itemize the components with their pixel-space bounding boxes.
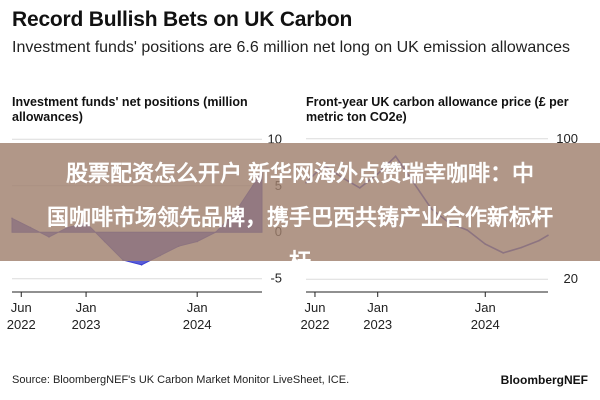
right-x-tick-label: Jan [367, 300, 388, 315]
right-y-tick-label: 20 [564, 271, 578, 286]
banner-line-3: 杆 [288, 249, 311, 274]
left-y-tick-label: 10 [268, 131, 282, 146]
right-chart-title: Front-year UK carbon allowance price (£ … [306, 95, 569, 124]
right-y-tick-label: 100 [556, 131, 578, 146]
banner-line-2: 国咖啡市场领先品牌，携手巴西共铸产业合作新标杆 [46, 205, 553, 230]
left-data-point [140, 264, 143, 266]
right-x-tick-year: 2022 [301, 317, 330, 332]
right-x-tick-year: 2023 [363, 317, 392, 332]
brand-logo: BloombergNEF [500, 373, 588, 387]
left-x-tick-year: 2023 [72, 317, 101, 332]
right-x-tick-label: Jan [475, 300, 496, 315]
left-x-tick-label: Jan [187, 300, 208, 315]
left-x-tick-label: Jan [76, 300, 97, 315]
left-x-tick-year: 2022 [7, 317, 36, 332]
left-y-tick-label: -5 [270, 271, 282, 286]
left-x-tick-label: Jun [11, 300, 32, 315]
source-note: Source: BloombergNEF's UK Carbon Market … [12, 374, 350, 386]
overlay-banner [0, 143, 600, 261]
page-subtitle: Investment funds' positions are 6.6 mill… [12, 39, 571, 56]
right-x-tick-label: Jun [304, 300, 325, 315]
page-title: Record Bullish Bets on UK Carbon [12, 8, 353, 31]
left-chart-title: Investment funds' net positions (million… [12, 95, 248, 124]
banner-line-1: 股票配资怎么开户 新华网海外点赞瑞幸咖啡：中 [65, 161, 535, 186]
right-x-tick-year: 2024 [471, 317, 500, 332]
left-x-tick-year: 2024 [183, 317, 212, 332]
